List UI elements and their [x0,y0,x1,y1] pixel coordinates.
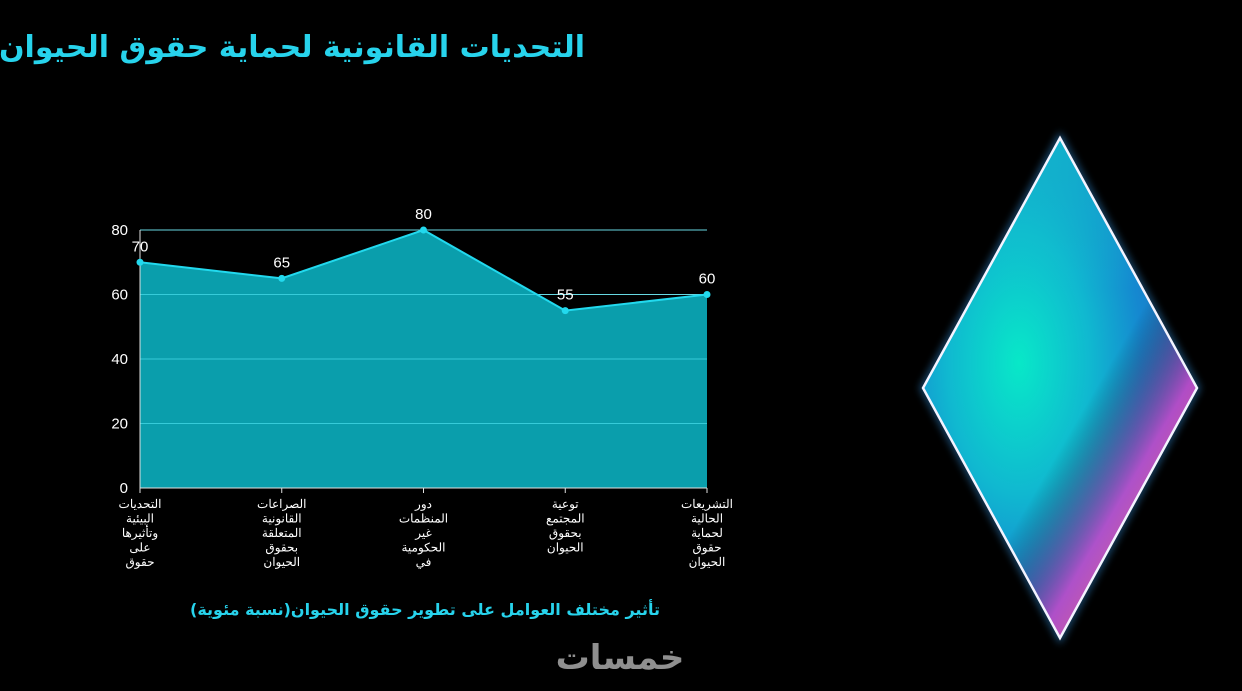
x-tick-label-line: الصراعات [257,497,306,511]
x-tick-label-line: التحديات [119,497,162,511]
x-tick-label-line: على [129,541,150,555]
data-labels: 70 65 80 55 60 [132,206,716,304]
x-tick-label-line: الحالية [691,512,723,526]
x-tick-label-line: دور [414,497,432,511]
x-tick-label-line: بحقوق [549,526,582,540]
data-point [561,307,569,315]
x-tick-labels: التحدياتالبيئيةوتأثيرهاعلىحقوقالصراعاتال… [119,497,733,569]
data-point [703,291,711,298]
data-label: 60 [699,271,716,288]
y-tick-label: 80 [111,222,128,239]
data-point [420,226,427,234]
y-tick-label: 60 [111,287,128,304]
y-tick-label: 0 [120,480,128,497]
data-label: 70 [132,238,149,255]
x-tick-label-line: المتعلقة [262,526,302,540]
data-label: 65 [273,254,290,271]
x-tick-label-line: الحيوان [263,555,300,569]
x-tick-label-line: حقوق [693,541,722,555]
x-tick-label-line: الحيوان [547,541,584,555]
x-tick-label-line: لحماية [691,526,723,540]
gradient-diamond [919,131,1201,645]
data-point [278,274,286,282]
x-tick-label-line: الحكومية [401,541,445,555]
axes [139,230,708,493]
x-tick-label-line: حقوق [126,555,155,569]
x-tick-label-line: توعية [552,497,579,511]
x-tick-label-line: الحيوان [689,555,726,569]
x-tick-label-line: التشريعات [681,497,733,511]
data-label: 55 [557,287,574,304]
x-tick-label-line: القانونية [262,512,302,526]
area-chart: 70 65 80 55 60 0 20 40 60 80 التحدياتالبيئيةوتأث… [111,206,733,569]
y-tick-labels: 0 20 40 60 80 [111,222,128,497]
x-tick-label-line: وتأثيرها [122,524,158,540]
x-tick-label-line: غير [414,526,432,540]
watermark-logo: خمسات [555,638,685,678]
y-tick-label: 40 [111,351,128,368]
slide-title: التحديات القانونية لحماية حقوق الحيوان [0,30,585,65]
x-tick-label-line: البيئية [126,512,154,526]
data-label: 80 [415,206,432,223]
data-points [136,226,711,315]
chart-title: تأثير مختلف العوامل على تطوير حقوق الحيو… [190,600,660,619]
x-tick-label-line: بحقوق [265,541,298,555]
x-tick-label-line: في [416,555,432,569]
x-tick-label-line: المنظمات [399,512,448,526]
data-point [136,258,144,266]
y-tick-label: 20 [111,416,128,433]
x-tick-label-line: المجتمع [546,512,585,526]
